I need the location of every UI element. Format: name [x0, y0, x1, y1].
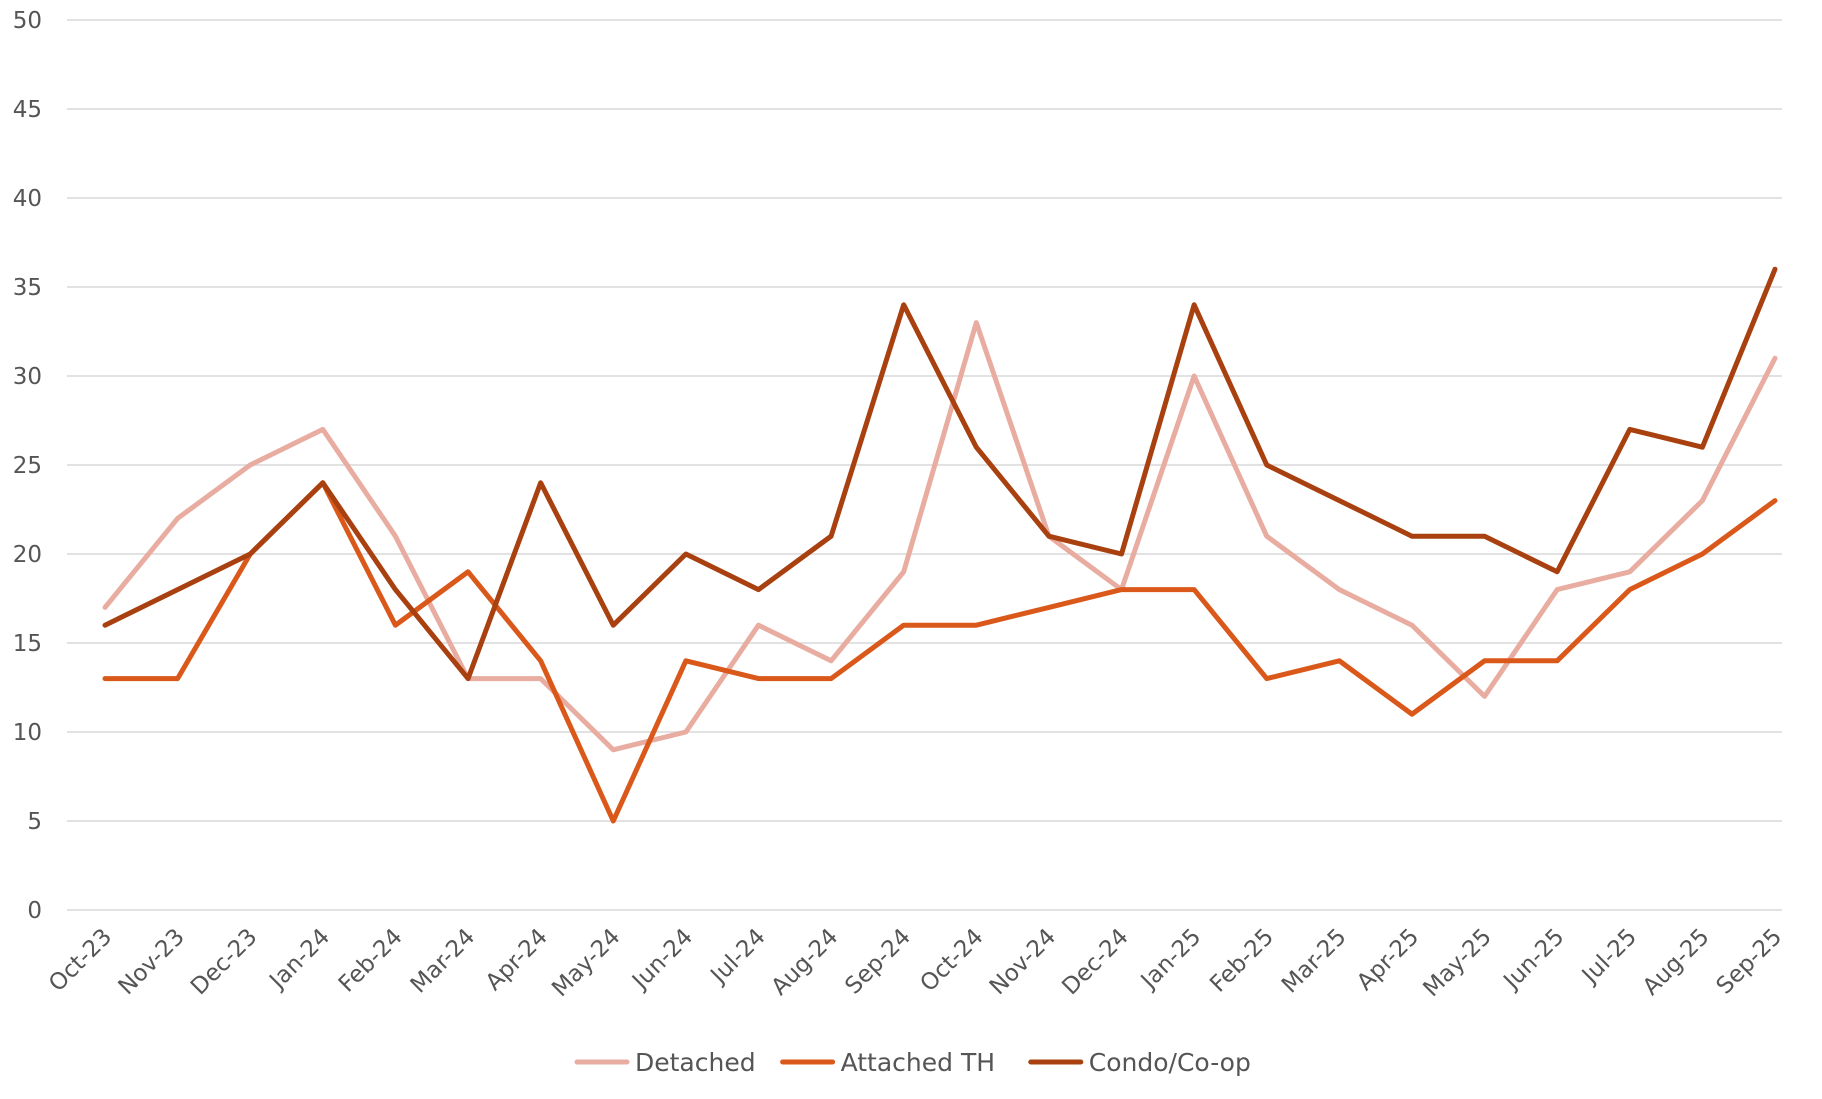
x-tick-label: Apr-24 — [481, 924, 553, 996]
y-tick-label: 5 — [27, 809, 42, 835]
x-tick-label: Feb-24 — [334, 924, 408, 998]
y-tick-label: 35 — [13, 275, 42, 301]
gridlines — [67, 20, 1782, 910]
x-tick-label: Apr-25 — [1352, 924, 1424, 996]
x-tick-label: Dec-24 — [1057, 924, 1133, 1000]
legend-label: Condo/Co-op — [1089, 1048, 1251, 1077]
x-tick-label: Jul-24 — [705, 924, 771, 990]
y-tick-label: 15 — [13, 631, 42, 657]
legend-item: Detached — [577, 1048, 756, 1077]
x-tick-label: Dec-23 — [186, 924, 262, 1000]
x-tick-label: May-24 — [547, 924, 625, 1002]
x-tick-label: Nov-23 — [114, 924, 190, 1000]
x-tick-label: May-25 — [1419, 924, 1497, 1002]
x-tick-label: Feb-25 — [1205, 924, 1279, 998]
y-tick-label: 20 — [13, 542, 42, 568]
series-detached — [105, 323, 1775, 750]
x-tick-label: Mar-24 — [406, 924, 481, 999]
y-axis-ticks: 0 5 10 15 20 25 30 35 40 45 50 — [13, 8, 42, 924]
x-tick-label: Sep-24 — [840, 924, 916, 1000]
y-tick-label: 40 — [13, 186, 42, 212]
legend-item: Attached TH — [783, 1048, 995, 1077]
series-line — [105, 323, 1775, 750]
x-tick-label: Mar-25 — [1277, 924, 1352, 999]
x-tick-label: Oct-24 — [915, 924, 988, 997]
x-tick-label: Jun-25 — [1498, 924, 1570, 996]
y-tick-label: 25 — [13, 453, 42, 479]
y-tick-label: 45 — [13, 97, 42, 123]
y-tick-label: 50 — [13, 8, 42, 34]
x-tick-label: Jul-25 — [1576, 924, 1642, 990]
x-tick-label: Nov-24 — [985, 924, 1061, 1000]
series-lines — [105, 269, 1775, 821]
legend: Detached Attached TH Condo/Co-op — [577, 1048, 1251, 1077]
x-tick-label: Jan-25 — [1135, 924, 1206, 995]
legend-label: Attached TH — [841, 1048, 995, 1077]
y-tick-label: 10 — [13, 720, 42, 746]
y-tick-label: 30 — [13, 364, 42, 390]
x-tick-label: Jun-24 — [626, 924, 698, 996]
legend-label: Detached — [635, 1048, 756, 1077]
x-tick-label: Jan-24 — [264, 924, 335, 995]
y-tick-label: 0 — [27, 898, 42, 924]
x-tick-label: Aug-24 — [767, 924, 844, 1001]
legend-item: Condo/Co-op — [1031, 1048, 1251, 1077]
x-tick-label: Aug-25 — [1638, 924, 1715, 1001]
x-tick-label: Sep-25 — [1712, 924, 1788, 1000]
x-tick-label: Oct-23 — [44, 924, 117, 997]
